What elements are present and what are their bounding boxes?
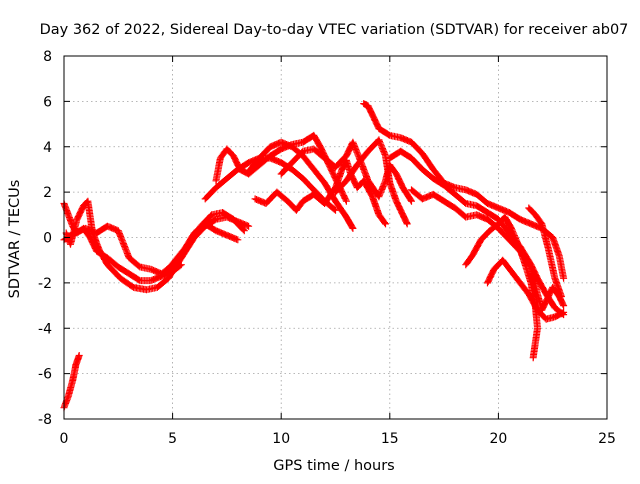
y-tick-label: 4 [43,140,52,156]
x-tick-label: 15 [381,431,399,447]
data-point-markers [332,136,411,228]
y-tick-label: 6 [43,94,52,110]
data-point-markers [60,220,242,278]
data-point-markers [245,138,357,232]
data-point-markers [525,204,565,300]
chart-title: Day 362 of 2022, Sidereal Day-to-day VTE… [40,22,629,38]
x-tick-label: 10 [272,431,290,447]
y-tick-label: -4 [38,321,52,337]
y-tick-label: -2 [38,276,52,292]
x-tick-label: 20 [489,431,507,447]
data-point-markers [484,256,568,323]
data-point-markers [164,209,248,273]
grid-lines [64,56,607,419]
series-trace-6 [201,154,339,214]
axes: 0 5 10 15 20 25 -8 -6 -4 -2 0 2 4 6 8 [38,49,616,447]
series-trace-16 [484,256,568,323]
series-trace-4 [60,220,242,278]
series-trace-12 [360,100,568,282]
data-series [60,100,568,412]
data-point-markers [201,154,339,214]
y-tick-label: 2 [43,185,52,201]
y-tick-label: -6 [38,367,52,383]
series-trace-11 [332,136,411,228]
x-tick-label: 0 [60,431,69,447]
x-tick-label: 25 [598,431,616,447]
data-point-markers [360,100,568,282]
y-tick-label: 8 [43,49,52,65]
y-axis-label: SDTVAR / TECUs [7,180,23,299]
series-trace-8 [245,138,357,232]
x-tick-label: 5 [168,431,177,447]
series-trace-5 [164,209,248,273]
y-tick-label: -8 [38,412,52,428]
x-axis-label: GPS time / hours [273,458,394,474]
y-tick-label: 0 [43,231,52,247]
series-trace-17 [525,204,565,300]
